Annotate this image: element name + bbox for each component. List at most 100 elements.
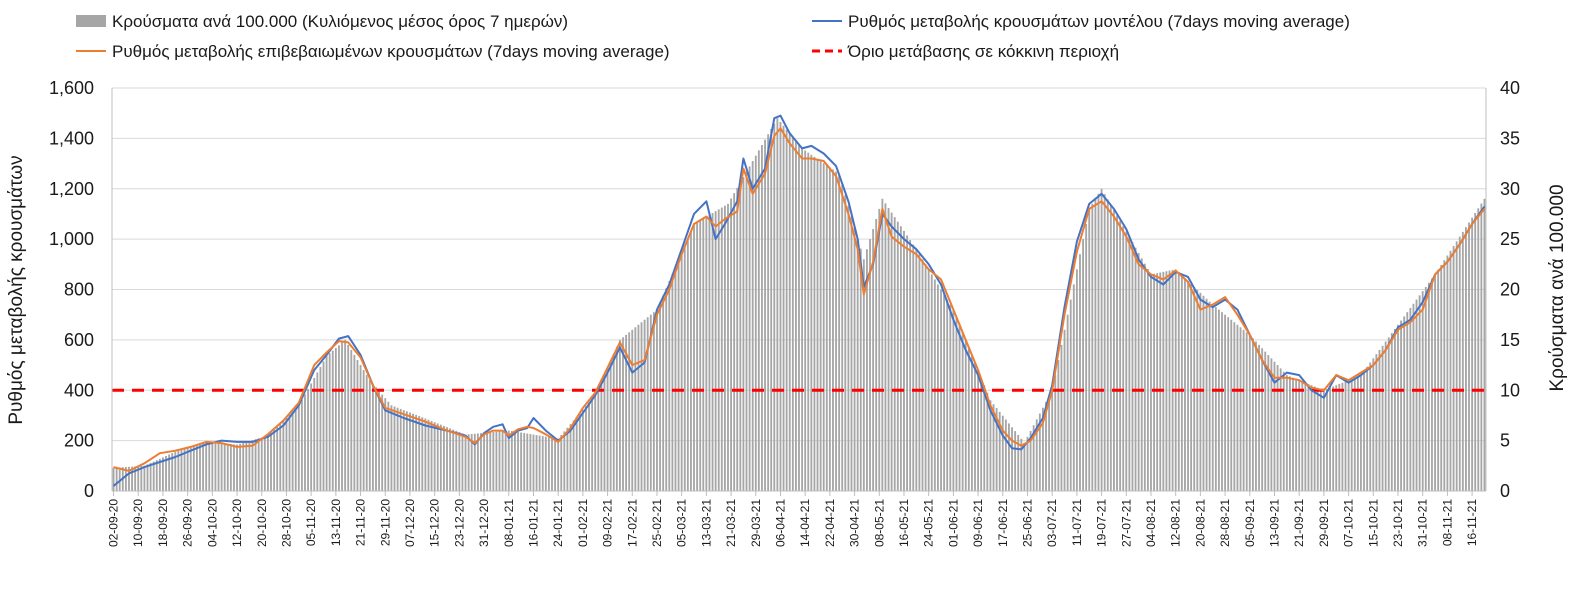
bar [541,436,544,491]
bar [1458,236,1461,491]
bar [165,455,167,491]
bar [1251,338,1254,491]
bar [1255,341,1257,491]
x-tick-label: 11-07-21 [1070,499,1084,546]
bar [1051,390,1054,491]
legend: Κρούσματα ανά 100.000 (Κυλιόμενος μέσος … [76,12,1350,61]
x-tick-label: 13-11-20 [329,499,343,546]
bar [1446,255,1449,491]
bar [1180,275,1183,491]
bar [1326,388,1328,491]
bar [307,388,309,491]
bar [341,342,343,491]
x-tick-label: 29-09-21 [1317,499,1331,547]
axes-group [111,88,1487,496]
bar [844,195,847,492]
bar [1004,419,1007,491]
bar [986,392,989,491]
bar [1282,371,1285,491]
bar [1029,431,1032,491]
x-tick-label: 13-03-21 [699,499,713,547]
bar [480,433,482,491]
x-tick-label: 01-02-21 [576,499,590,547]
bar [637,324,640,491]
bar [1301,381,1304,491]
x-tick-label: 05-09-21 [1243,499,1257,547]
bar [461,433,464,491]
bar [801,148,804,491]
bar [1248,334,1251,491]
bar [510,431,513,491]
bar [970,354,973,491]
bar [1042,407,1044,491]
bar [282,420,285,491]
bar [625,334,628,491]
bar [825,165,828,492]
bar [501,431,504,491]
bar [903,230,905,491]
bar [1202,295,1205,491]
bar [730,198,732,491]
x-tick-label: 10-09-20 [131,499,145,547]
bar [662,295,665,491]
bar [1066,314,1069,491]
bar [124,467,127,491]
bar [1316,387,1319,491]
bar [186,447,189,491]
y-tick-right: 15 [1500,330,1520,350]
bar [1378,349,1381,491]
y-tick-left: 0 [84,481,94,501]
bar [989,400,992,491]
bar [378,390,380,491]
bar [946,299,949,491]
bar [365,375,368,491]
bar [1168,270,1171,491]
bar [622,337,624,491]
bar [875,218,878,491]
bar [415,414,418,491]
bar [1449,250,1452,491]
bar [1335,385,1338,491]
x-tick-label: 15-10-21 [1366,499,1380,547]
bar [887,207,890,492]
y-tick-right: 30 [1500,179,1520,199]
bar [300,399,303,491]
bar [708,214,711,491]
x-tick-label: 12-10-20 [230,499,244,547]
legend-label-bars: Κρούσματα ανά 100.000 (Κυλιόμενος μέσος … [112,12,568,31]
bar [1471,217,1474,491]
bar [554,438,556,491]
x-tick-label: 06-04-21 [774,499,788,547]
bar [776,118,779,491]
bar [239,443,242,491]
bar [1063,329,1066,491]
bar [921,259,924,491]
bar [1038,413,1041,491]
bar [1295,378,1298,491]
bar [498,431,501,491]
bar [1452,246,1455,491]
bar [529,434,532,491]
bar [1393,328,1396,491]
bar [319,366,322,491]
bar [1279,368,1282,491]
bar [371,383,374,491]
bar [665,288,668,491]
bar [316,372,319,491]
bar [412,413,414,491]
bar [310,383,313,491]
bar [770,128,773,491]
bar [779,122,782,491]
bar [594,395,597,491]
bar [1208,301,1211,491]
y-tick-left: 1,000 [49,229,94,249]
bar [581,409,584,491]
bar [356,360,359,491]
bar [677,259,680,491]
bar [220,443,223,491]
bar [1094,198,1097,491]
bar [1143,263,1146,491]
bar [1032,425,1035,491]
bar [1131,242,1134,491]
bar [291,411,294,491]
